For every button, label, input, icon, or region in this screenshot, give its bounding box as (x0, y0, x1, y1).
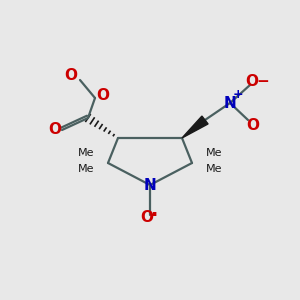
Text: O: O (49, 122, 62, 137)
Text: N: N (144, 178, 156, 194)
Polygon shape (182, 116, 208, 138)
Text: N: N (224, 95, 236, 110)
Text: Me: Me (206, 148, 222, 158)
Text: O: O (64, 68, 77, 83)
Text: O: O (140, 209, 154, 224)
Text: O: O (247, 118, 260, 133)
Text: +: + (233, 88, 243, 101)
Text: Me: Me (78, 148, 94, 158)
Text: O: O (97, 88, 110, 103)
Text: O: O (245, 74, 259, 89)
Text: ·: · (151, 206, 159, 226)
Text: −: − (256, 74, 269, 89)
Text: Me: Me (78, 164, 94, 174)
Text: Me: Me (206, 164, 222, 174)
